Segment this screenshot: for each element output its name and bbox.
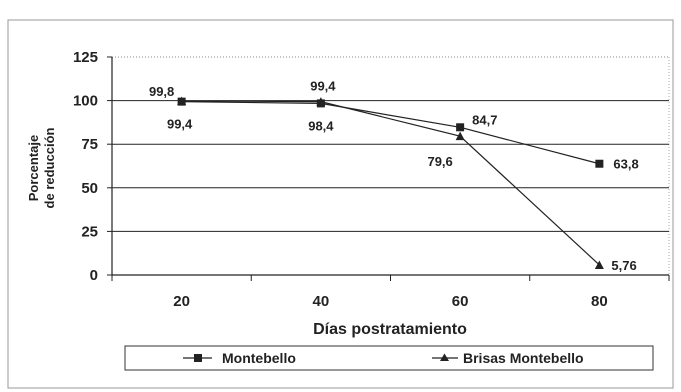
y-axis-ticks: 0 25 50 75 100 125 bbox=[73, 49, 112, 284]
legend-marker-square bbox=[194, 354, 202, 362]
y-tick-label: 25 bbox=[81, 223, 98, 240]
data-label: 98,4 bbox=[308, 118, 334, 133]
legend: Montebello Brisas Montebello bbox=[124, 345, 654, 371]
data-point-triangle bbox=[455, 131, 465, 141]
legend-marker-triangle bbox=[440, 353, 449, 361]
x-tick-label: 40 bbox=[313, 293, 330, 310]
data-point-triangle bbox=[316, 97, 326, 106]
series-line-montebello bbox=[181, 101, 600, 165]
data-point-triangle bbox=[177, 96, 187, 105]
x-axis-title: Días postratamiento bbox=[313, 321, 467, 338]
legend-label-montebello: Montebello bbox=[222, 350, 296, 366]
data-point-triangle bbox=[594, 260, 604, 269]
x-tick-label: 60 bbox=[452, 293, 469, 310]
y-axis-title-line-1: Porcentaje bbox=[26, 135, 41, 201]
chart-border bbox=[7, 19, 674, 389]
y-tick-label: 0 bbox=[90, 267, 98, 284]
series-group bbox=[177, 96, 604, 269]
data-label: 84,7 bbox=[472, 112, 497, 127]
series-line-brisas-montebello bbox=[181, 100, 600, 266]
data-label: 99,8 bbox=[149, 84, 174, 99]
data-label: 79,6 bbox=[427, 154, 452, 169]
data-point-square bbox=[456, 123, 465, 132]
data-labels: 99,4 98,4 84,7 63,8 99,8 99,4 79,6 5,76 bbox=[149, 79, 639, 273]
data-label: 63,8 bbox=[613, 157, 638, 172]
data-label: 99,4 bbox=[167, 117, 193, 132]
gridlines bbox=[112, 56, 670, 275]
data-point-square bbox=[595, 159, 604, 168]
data-label: 99,4 bbox=[310, 79, 336, 94]
y-tick-label: 75 bbox=[81, 136, 98, 153]
x-tick-label: 20 bbox=[173, 293, 190, 310]
y-tick-label: 100 bbox=[73, 93, 98, 110]
y-axis-title-line-2: de reducción bbox=[42, 127, 57, 208]
x-axis-ticks: 20 40 60 80 bbox=[111, 275, 670, 310]
legend-box bbox=[124, 345, 654, 371]
y-tick-label: 125 bbox=[73, 49, 98, 66]
y-tick-label: 50 bbox=[81, 180, 98, 197]
legend-label-brisas-montebello: Brisas Montebello bbox=[463, 350, 584, 366]
x-tick-label: 80 bbox=[591, 293, 608, 310]
data-label: 5,76 bbox=[611, 258, 636, 273]
